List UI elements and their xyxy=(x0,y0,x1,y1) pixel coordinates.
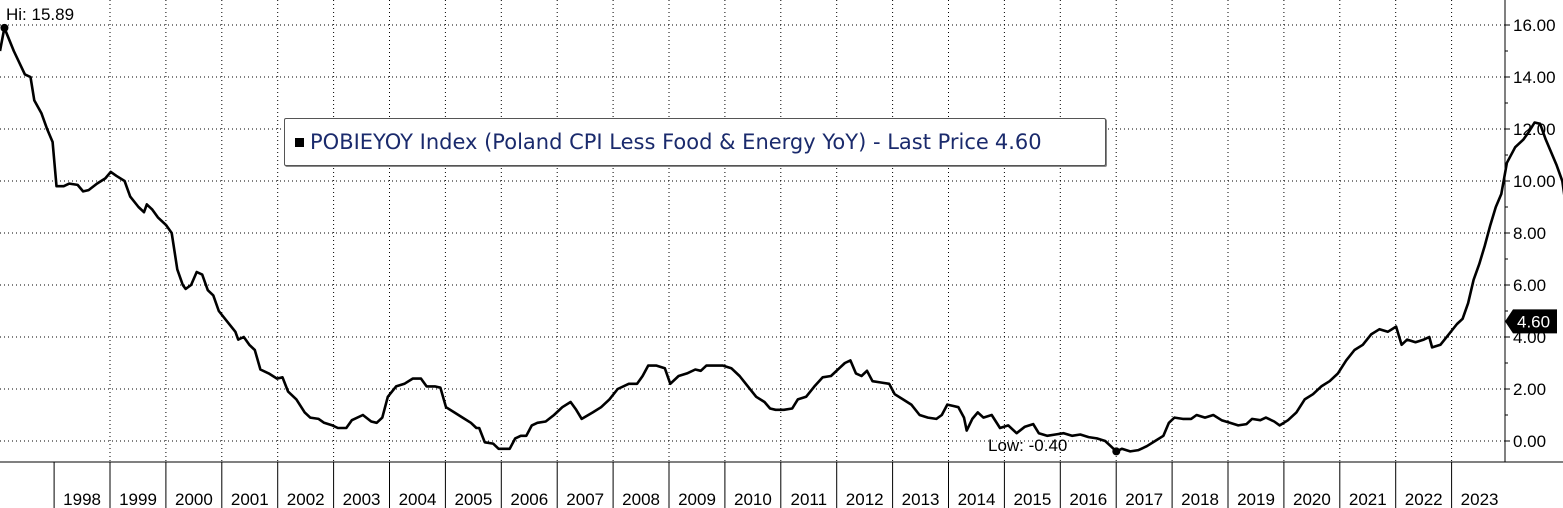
y-tick-label: 16.00 xyxy=(1513,16,1556,35)
x-tick-label: 2023 xyxy=(1461,490,1499,508)
last-price-badge-bg xyxy=(1505,309,1557,334)
y-tick-label: 6.00 xyxy=(1513,276,1546,295)
x-tick-label: 2012 xyxy=(846,490,884,508)
legend-label: POBIEYOY Index (Poland CPI Less Food & E… xyxy=(310,130,989,154)
x-tick-label: 2009 xyxy=(678,490,716,508)
x-tick-label: 2002 xyxy=(287,490,325,508)
series-line xyxy=(0,26,1563,453)
series-layer xyxy=(0,26,1563,453)
annotations: Hi: 15.89 Low: -0.40 4.60 xyxy=(0,5,1557,456)
x-tick-label: 2017 xyxy=(1125,490,1163,508)
x-tick-label: 2015 xyxy=(1013,490,1051,508)
x-tick-label: 2019 xyxy=(1237,490,1275,508)
x-tick-label: 2010 xyxy=(734,490,772,508)
high-marker xyxy=(0,23,9,32)
low-marker xyxy=(1112,447,1121,456)
x-tick-label: 2013 xyxy=(902,490,940,508)
x-tick-label: 2001 xyxy=(231,490,269,508)
x-tick-label: 2007 xyxy=(566,490,604,508)
legend-swatch xyxy=(295,137,304,147)
x-tick-label: 1998 xyxy=(63,490,101,508)
y-tick-label: 0.00 xyxy=(1513,432,1546,451)
chart-legend: POBIEYOY Index (Poland CPI Less Food & E… xyxy=(284,118,1106,166)
x-tick-label: 2022 xyxy=(1405,490,1443,508)
x-tick-label: 2000 xyxy=(175,490,213,508)
legend-last-price: 4.60 xyxy=(994,130,1042,154)
x-tick-label: 2021 xyxy=(1349,490,1387,508)
x-tick-label: 2003 xyxy=(343,490,381,508)
x-tick-label: 2005 xyxy=(454,490,492,508)
y-tick-label: 14.00 xyxy=(1513,68,1556,87)
x-tick-label: 2016 xyxy=(1069,490,1107,508)
x-tick-label: 2014 xyxy=(958,490,996,508)
last-price-badge: 4.60 xyxy=(1505,309,1557,334)
x-tick-label: 2004 xyxy=(399,490,437,508)
x-tick-label: 2011 xyxy=(791,490,828,508)
x-tick-label: 2006 xyxy=(510,490,548,508)
x-tick-label: 2020 xyxy=(1293,490,1331,508)
x-tick-label: 2018 xyxy=(1181,490,1219,508)
y-tick-label: 2.00 xyxy=(1513,380,1546,399)
x-axis: 1998 1999 2000 2001 2002 2003 2004 2005 2006 2007… xyxy=(0,461,1563,508)
x-tick-label: 2008 xyxy=(622,490,660,508)
x-tick-label: 1999 xyxy=(119,490,157,508)
y-tick-label: 10.00 xyxy=(1513,172,1556,191)
low-label: Low: -0.40 xyxy=(988,436,1067,455)
last-price-badge-label: 4.60 xyxy=(1517,312,1550,331)
y-tick-label: 8.00 xyxy=(1513,224,1546,243)
high-label: Hi: 15.89 xyxy=(6,5,74,24)
